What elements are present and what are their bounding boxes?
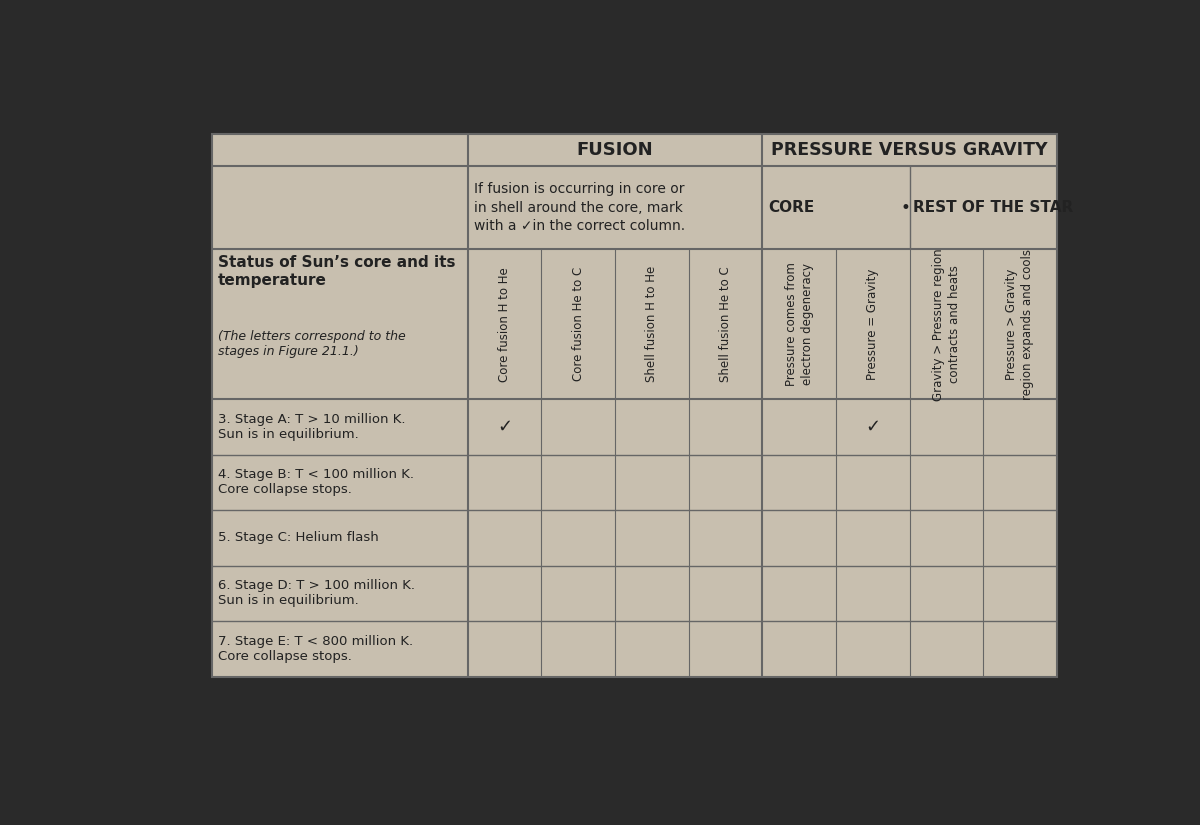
Text: 6. Stage D: T > 100 million K.
Sun is in equilibrium.: 6. Stage D: T > 100 million K. Sun is in… — [218, 579, 415, 607]
Text: If fusion is occurring in core or
in shell around the core, mark
with a ✓in the : If fusion is occurring in core or in she… — [474, 182, 685, 233]
Text: Shell fusion H to He: Shell fusion H to He — [646, 266, 659, 382]
Text: Gravity > Pressure region
contracts and heats: Gravity > Pressure region contracts and … — [932, 248, 961, 400]
Text: CORE: CORE — [768, 200, 815, 215]
Text: PRESSURE VERSUS GRAVITY: PRESSURE VERSUS GRAVITY — [772, 141, 1048, 159]
Text: 3. Stage A: T > 10 million K.
Sun is in equilibrium.: 3. Stage A: T > 10 million K. Sun is in … — [218, 413, 406, 441]
Text: 7. Stage E: T < 800 million K.
Core collapse stops.: 7. Stage E: T < 800 million K. Core coll… — [218, 634, 413, 662]
Text: (The letters correspond to the
stages in Figure 21.1.): (The letters correspond to the stages in… — [218, 330, 406, 358]
Text: Shell fusion He to C: Shell fusion He to C — [719, 266, 732, 382]
Text: Pressure comes from
electron degeneracy: Pressure comes from electron degeneracy — [785, 262, 814, 386]
Text: FUSION: FUSION — [577, 141, 653, 159]
Text: •: • — [901, 199, 911, 217]
Text: Pressure > Gravity
region expands and cools: Pressure > Gravity region expands and co… — [1006, 248, 1034, 400]
Text: Status of Sun’s core and its
temperature: Status of Sun’s core and its temperature — [218, 255, 456, 288]
Text: ✓: ✓ — [865, 418, 881, 436]
Text: REST OF THE STAR: REST OF THE STAR — [913, 200, 1074, 215]
Bar — [212, 134, 1057, 676]
Text: Core fusion He to C: Core fusion He to C — [571, 267, 584, 381]
Text: Pressure = Gravity: Pressure = Gravity — [866, 268, 880, 380]
Text: 4. Stage B: T < 100 million K.
Core collapse stops.: 4. Stage B: T < 100 million K. Core coll… — [218, 469, 414, 497]
Text: ✓: ✓ — [497, 418, 512, 436]
Text: Core fusion H to He: Core fusion H to He — [498, 266, 511, 382]
Text: 5. Stage C: Helium flash: 5. Stage C: Helium flash — [218, 531, 379, 545]
